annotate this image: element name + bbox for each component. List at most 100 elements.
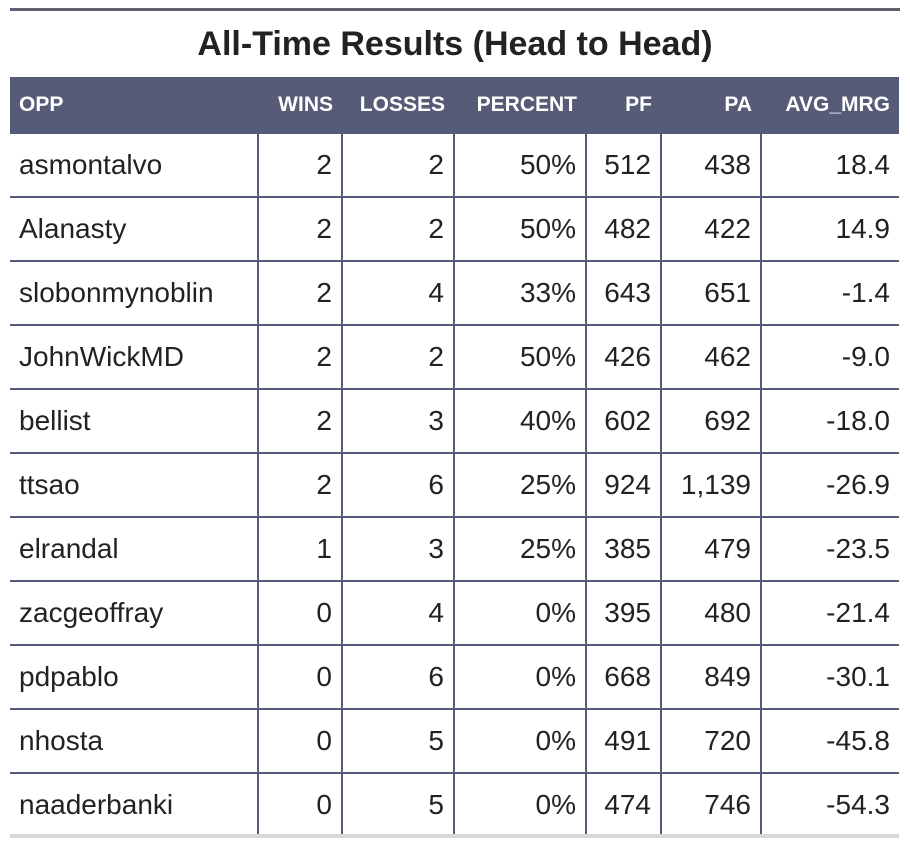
- cell-opp: slobonmynoblin: [10, 260, 259, 326]
- cell-percent: 33%: [453, 260, 587, 326]
- cell-opp: ttsao: [10, 452, 259, 518]
- cell-opp: nhosta: [10, 708, 259, 774]
- cell-avg-mrg: -45.8: [760, 708, 899, 774]
- cell-percent: 25%: [453, 516, 587, 582]
- cell-opp: naaderbanki: [10, 772, 259, 838]
- cell-avg-mrg: -23.5: [760, 516, 899, 582]
- column-header-percent: PERCENT: [476, 92, 577, 116]
- cell-opp: asmontalvo: [10, 132, 259, 198]
- cell-wins: 0: [257, 644, 343, 710]
- table-row: nhosta 0 5 0% 491 720 -45.8: [10, 708, 899, 774]
- cell-wins: 0: [257, 772, 343, 838]
- cell-losses: 4: [341, 580, 455, 646]
- cell-avg-mrg: -18.0: [760, 388, 899, 454]
- cell-losses: 4: [341, 260, 455, 326]
- cell-avg-mrg: 18.4: [760, 132, 899, 198]
- cell-pa: 462: [660, 324, 762, 390]
- cell-pa: 849: [660, 644, 762, 710]
- cell-losses: 6: [341, 452, 455, 518]
- cell-opp: zacgeoffray: [10, 580, 259, 646]
- cell-pf: 491: [585, 708, 662, 774]
- cell-pa: 746: [660, 772, 762, 838]
- cell-avg-mrg: -54.3: [760, 772, 899, 838]
- column-header-opp: OPP: [19, 92, 64, 116]
- cell-pa: 1,139: [660, 452, 762, 518]
- top-rule: [10, 8, 900, 11]
- cell-pa: 692: [660, 388, 762, 454]
- cell-percent: 50%: [453, 196, 587, 262]
- column-header-pa: PA: [724, 92, 752, 116]
- cell-losses: 2: [341, 196, 455, 262]
- cell-wins: 2: [257, 388, 343, 454]
- cell-avg-mrg: -30.1: [760, 644, 899, 710]
- cell-avg-mrg: 14.9: [760, 196, 899, 262]
- cell-avg-mrg: -21.4: [760, 580, 899, 646]
- table-row: naaderbanki 0 5 0% 474 746 -54.3: [10, 772, 899, 838]
- table-row: ttsao 2 6 25% 924 1,139 -26.9: [10, 452, 899, 518]
- cell-pa: 479: [660, 516, 762, 582]
- table-body: asmontalvo 2 2 50% 512 438 18.4 Alanasty 2 2 50% 48…: [10, 132, 899, 838]
- cell-percent: 0%: [453, 772, 587, 838]
- column-header-losses: LOSSES: [359, 92, 445, 116]
- table-row: bellist 2 3 40% 602 692 -18.0: [10, 388, 899, 454]
- table-row: elrandal 1 3 25% 385 479 -23.5: [10, 516, 899, 582]
- cell-wins: 2: [257, 260, 343, 326]
- cell-pf: 924: [585, 452, 662, 518]
- cell-losses: 3: [341, 388, 455, 454]
- results-table: OPP WINS LOSSES PERCENT PF PA AVG_MRG as…: [10, 77, 899, 838]
- cell-losses: 6: [341, 644, 455, 710]
- cell-opp: elrandal: [10, 516, 259, 582]
- cell-pa: 651: [660, 260, 762, 326]
- table-title: All-Time Results (Head to Head): [197, 25, 713, 63]
- table-row: slobonmynoblin 2 4 33% 643 651 -1.4: [10, 260, 899, 326]
- table-row: Alanasty 2 2 50% 482 422 14.9: [10, 196, 899, 262]
- cell-losses: 2: [341, 324, 455, 390]
- cell-avg-mrg: -26.9: [760, 452, 899, 518]
- cell-opp: JohnWickMD: [10, 324, 259, 390]
- cell-wins: 2: [257, 132, 343, 198]
- cell-pf: 482: [585, 196, 662, 262]
- cell-percent: 0%: [453, 708, 587, 774]
- cell-pa: 438: [660, 132, 762, 198]
- cell-opp: bellist: [10, 388, 259, 454]
- cell-pf: 474: [585, 772, 662, 838]
- cell-pf: 602: [585, 388, 662, 454]
- cell-losses: 5: [341, 772, 455, 838]
- cell-wins: 2: [257, 324, 343, 390]
- cell-losses: 2: [341, 132, 455, 198]
- cell-wins: 2: [257, 196, 343, 262]
- table-row: pdpablo 0 6 0% 668 849 -30.1: [10, 644, 899, 710]
- table-row: JohnWickMD 2 2 50% 426 462 -9.0: [10, 324, 899, 390]
- cell-pf: 668: [585, 644, 662, 710]
- column-header-avg-mrg: AVG_MRG: [785, 92, 890, 116]
- cell-percent: 50%: [453, 132, 587, 198]
- cell-percent: 0%: [453, 644, 587, 710]
- cell-opp: Alanasty: [10, 196, 259, 262]
- cell-pf: 395: [585, 580, 662, 646]
- bottom-rule: [10, 834, 899, 838]
- cell-percent: 0%: [453, 580, 587, 646]
- cell-pf: 512: [585, 132, 662, 198]
- cell-pf: 426: [585, 324, 662, 390]
- cell-wins: 1: [257, 516, 343, 582]
- cell-percent: 40%: [453, 388, 587, 454]
- table-header-row: OPP WINS LOSSES PERCENT PF PA AVG_MRG: [10, 77, 899, 133]
- cell-losses: 3: [341, 516, 455, 582]
- table-row: zacgeoffray 0 4 0% 395 480 -21.4: [10, 580, 899, 646]
- table-row: asmontalvo 2 2 50% 512 438 18.4: [10, 132, 899, 198]
- cell-wins: 2: [257, 452, 343, 518]
- cell-pf: 643: [585, 260, 662, 326]
- cell-opp: pdpablo: [10, 644, 259, 710]
- cell-losses: 5: [341, 708, 455, 774]
- cell-pa: 720: [660, 708, 762, 774]
- column-header-pf: PF: [625, 92, 652, 116]
- cell-pf: 385: [585, 516, 662, 582]
- cell-pa: 422: [660, 196, 762, 262]
- cell-avg-mrg: -9.0: [760, 324, 899, 390]
- cell-wins: 0: [257, 708, 343, 774]
- cell-pa: 480: [660, 580, 762, 646]
- cell-percent: 25%: [453, 452, 587, 518]
- cell-percent: 50%: [453, 324, 587, 390]
- cell-wins: 0: [257, 580, 343, 646]
- cell-avg-mrg: -1.4: [760, 260, 899, 326]
